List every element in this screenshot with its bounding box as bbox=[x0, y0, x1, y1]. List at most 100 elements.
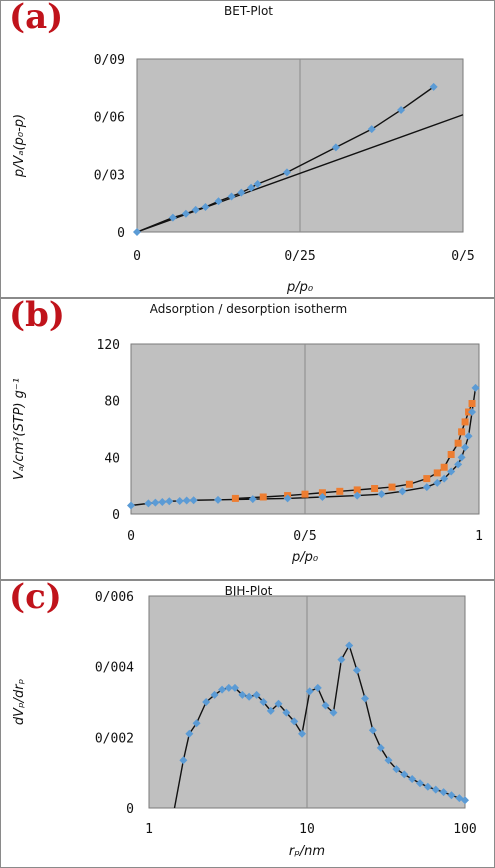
desorption-point bbox=[423, 475, 431, 483]
adsorption-point bbox=[151, 498, 160, 507]
y-tick-label: 80 bbox=[104, 395, 120, 410]
y-tick-label: 0/004 bbox=[95, 661, 134, 676]
chart-title-a: BET-Plot bbox=[224, 4, 273, 18]
panel-label-c: (c) bbox=[9, 577, 62, 617]
data-point bbox=[329, 708, 338, 717]
adsorption-point bbox=[377, 490, 386, 499]
adsorption-point bbox=[189, 496, 198, 505]
data-point bbox=[230, 683, 239, 692]
y-tick-label: 120 bbox=[97, 338, 120, 353]
data-point bbox=[218, 685, 227, 694]
data-point bbox=[367, 125, 376, 134]
desorption-point bbox=[440, 463, 448, 471]
x-tick-label: 100 bbox=[453, 822, 476, 837]
panel-label-a: (a) bbox=[9, 0, 64, 37]
adsorption-point bbox=[283, 494, 292, 503]
data-point bbox=[201, 203, 210, 212]
x-tick-label: 1 bbox=[145, 822, 153, 837]
desorption-point bbox=[318, 489, 326, 497]
linear-fit-line bbox=[136, 114, 464, 233]
adsorption-point bbox=[454, 460, 463, 469]
data-point bbox=[181, 209, 190, 218]
data-point bbox=[259, 698, 268, 706]
data-point bbox=[321, 701, 330, 710]
x-axis-label: p/p₀ bbox=[286, 280, 314, 295]
data-point bbox=[352, 666, 361, 675]
data-point bbox=[368, 726, 377, 735]
data-point bbox=[185, 729, 194, 738]
adsorption-point bbox=[464, 432, 473, 441]
data-point bbox=[429, 82, 438, 91]
adsorption-point bbox=[433, 478, 442, 487]
x-tick-label: 10 bbox=[299, 822, 315, 837]
chart-b-svg: 0 0/5 1 0 40 80 120 p/p₀ Vₐ/cm³(STP) g⁻¹ bbox=[12, 338, 483, 565]
data-point bbox=[247, 183, 256, 192]
panel-a: (a) BET-Plot 0 0/25 0/5 0 0/03 0/06 0/09 p/p₀ p/… bbox=[0, 0, 495, 298]
data-point bbox=[282, 708, 291, 717]
y-axis-label: p/Vₐ(p₀-p) bbox=[12, 114, 27, 178]
adsorption-point bbox=[440, 474, 449, 483]
y-tick-label: 40 bbox=[104, 451, 120, 466]
chart-title-c: BJH-Plot bbox=[224, 584, 273, 598]
data-point bbox=[274, 699, 283, 708]
x-axis-label: p/p₀ bbox=[291, 550, 319, 565]
chart-title-b: Adsorption / desorption isotherm bbox=[149, 302, 348, 316]
data-point bbox=[227, 192, 236, 201]
adsorption-point bbox=[165, 497, 174, 506]
data-point bbox=[210, 690, 219, 699]
adsorption-point bbox=[144, 499, 153, 508]
data-point bbox=[313, 683, 322, 692]
adsorption-point bbox=[422, 483, 431, 492]
panel-c: (c) BJH-Plot 1 10 100 0 0/002 0/004 0/006 rₚ/nm… bbox=[0, 577, 495, 868]
data-point bbox=[397, 105, 406, 114]
x-axis-label: rₚ/nm bbox=[289, 844, 325, 859]
data-point bbox=[179, 756, 188, 765]
adsorption-point bbox=[353, 491, 362, 500]
data-point bbox=[423, 782, 432, 791]
adsorption-point bbox=[248, 495, 257, 504]
adsorption-point bbox=[447, 467, 456, 476]
y-axis-label: dVₚ/drₚ bbox=[12, 678, 27, 725]
y-axis-label: Vₐ/cm³(STP) g⁻¹ bbox=[12, 378, 27, 480]
data-point bbox=[252, 690, 261, 699]
data-point bbox=[224, 683, 233, 692]
y-tick-label: 0/006 bbox=[95, 590, 134, 605]
adsorption-point bbox=[127, 501, 135, 510]
x-tick-label: 0 bbox=[133, 249, 141, 264]
y-tick-label: 0/09 bbox=[94, 53, 125, 68]
y-tick-label: 0 bbox=[126, 802, 134, 817]
desorption-point bbox=[259, 493, 267, 501]
data-point bbox=[192, 719, 201, 728]
chart-a-svg: 0 0/25 0/5 0 0/03 0/06 0/09 p/p₀ p/Vₐ(p₀-p) bbox=[12, 53, 475, 295]
data-point bbox=[266, 706, 275, 715]
desorption-point bbox=[371, 485, 379, 492]
data-point bbox=[400, 770, 409, 779]
panel-b: (b) Adsorption / desorption isotherm 0 0/… bbox=[0, 295, 495, 580]
data-point bbox=[282, 168, 291, 177]
adsorption-point bbox=[214, 495, 222, 504]
adsorption-point bbox=[457, 453, 466, 462]
x-tick-label: 1 bbox=[475, 529, 483, 544]
data-point bbox=[431, 785, 440, 794]
data-point bbox=[361, 694, 370, 703]
data-point bbox=[447, 791, 456, 800]
data-point bbox=[461, 796, 469, 805]
desorption-point bbox=[447, 451, 455, 458]
desorption-point bbox=[301, 490, 309, 498]
chart-c-svg: 1 10 100 0 0/002 0/004 0/006 rₚ/nm dVₚ/drₚ bbox=[12, 590, 477, 859]
desorption-point bbox=[461, 418, 469, 426]
data-point bbox=[253, 179, 262, 188]
desorption-point bbox=[468, 400, 476, 407]
data-point bbox=[238, 690, 247, 699]
data-point bbox=[384, 756, 393, 765]
data-point bbox=[415, 779, 424, 788]
data-point bbox=[345, 641, 354, 650]
y-tick-label: 0 bbox=[117, 226, 125, 241]
data-point bbox=[392, 765, 401, 774]
adsorption-point bbox=[461, 443, 470, 452]
data-point bbox=[290, 717, 299, 726]
y-tick-label: 0/03 bbox=[94, 168, 125, 183]
x-tick-label: 0 bbox=[127, 529, 135, 544]
data-point bbox=[168, 213, 177, 222]
desorption-point bbox=[433, 469, 441, 477]
